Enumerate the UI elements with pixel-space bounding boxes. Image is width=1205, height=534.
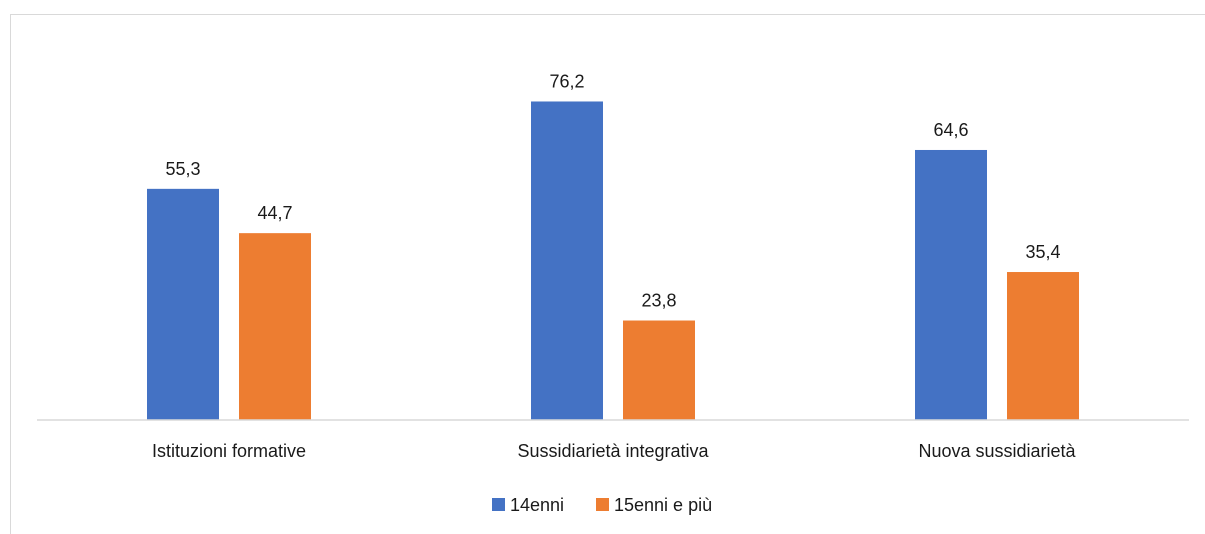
data-label: 35,4 [1025,242,1060,262]
bar-series2-1 [239,233,311,420]
legend-swatch [596,498,609,511]
data-label: 23,8 [641,291,676,311]
legend-item-series1[interactable]: 14enni [492,495,564,515]
bar-series1-3 [915,149,987,421]
data-labels-layer: 55,3 44,7 76,2 23,8 64,6 35,4 [165,71,1060,310]
legend-item-series2[interactable]: 15enni e più [596,495,712,515]
bar-series2-3 [1007,272,1079,420]
data-label: 55,3 [165,159,200,179]
x-tick-label: Sussidiarietà integrativa [517,441,709,461]
data-label: 44,7 [257,203,292,223]
x-tick-labels-layer: Istituzioni formative Sussidiarietà integ… [152,441,1077,461]
data-label: 64,6 [933,120,968,140]
legend-label: 14enni [510,495,564,515]
bar-series1-1 [147,188,219,420]
legend-label: 15enni e più [614,495,712,515]
bar-series1-2 [531,101,603,420]
bars-layer [147,101,1079,421]
legend: 14enni 15enni e più [492,495,712,515]
x-tick-label: Istituzioni formative [152,441,306,461]
data-label: 76,2 [549,71,584,91]
legend-swatch [492,498,505,511]
bar-series2-2 [623,320,695,420]
chart-border [10,14,1205,534]
x-tick-label: Nuova sussidiarietà [918,441,1076,461]
